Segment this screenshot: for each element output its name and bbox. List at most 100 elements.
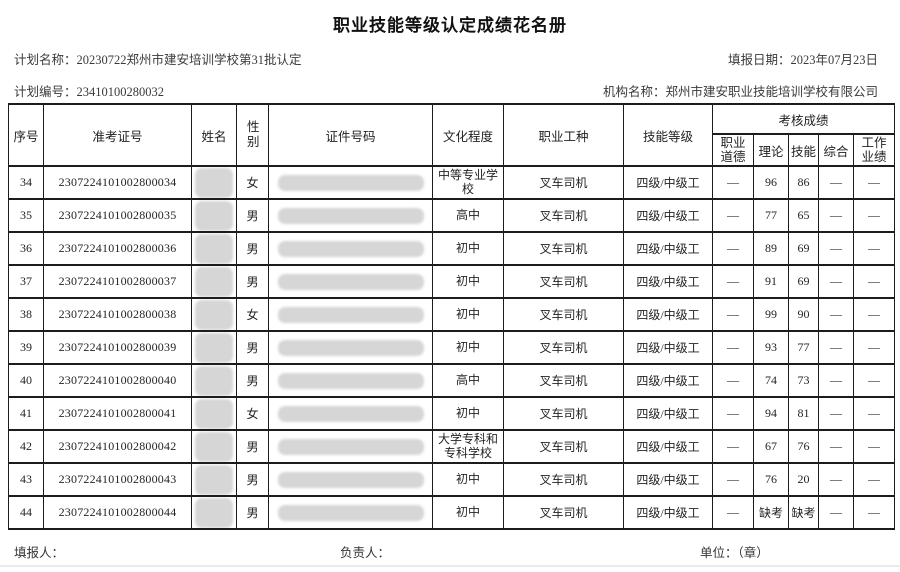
cell-occupation: 叉车司机 [503, 231, 624, 266]
table-row: 37 2307224101002800037 男初中 叉车司机 四级/中级工 —91 69—… [8, 264, 895, 299]
cell-id-no [268, 165, 433, 200]
cell-education: 初中 [432, 330, 504, 365]
org-name-value: 郑州市建安职业技能培训学校有限公司 [665, 85, 878, 99]
cell-score-work: — [853, 264, 895, 299]
cell-gender: 女 [236, 297, 269, 332]
cell-exam-no: 2307224101002800035 [43, 198, 192, 233]
redacted-id-blur [277, 339, 424, 356]
report-date-value: 2023年07月23日 [790, 53, 878, 67]
cell-seq: 39 [8, 330, 44, 365]
cell-score-ethics: — [712, 462, 754, 497]
cell-score-skill: 86 [788, 165, 819, 200]
cell-gender: 男 [236, 264, 269, 299]
cell-score-ethics: — [712, 231, 754, 266]
cell-id-no [268, 264, 433, 299]
cell-score-ethics: — [712, 429, 754, 464]
cell-score-theory: 93 [753, 330, 789, 365]
cell-score-work: — [853, 231, 895, 266]
cell-education: 大学专科和专科学校 [432, 429, 504, 464]
redacted-name-blur [195, 399, 233, 428]
plan-no-label: 计划编号： [14, 85, 77, 99]
meta-row-2: 计划编号：23410100280032 机构名称：郑州市建安职业技能培训学校有限… [0, 85, 900, 100]
plan-no-value: 23410100280032 [76, 85, 165, 99]
cell-score-skill: 76 [788, 429, 819, 464]
cell-score-ethics: — [712, 330, 754, 365]
cell-score-comprehensive: — [818, 330, 854, 365]
cell-education: 初中 [432, 297, 504, 332]
col-header-education: 文化程度 [432, 103, 504, 167]
redacted-name-blur [195, 168, 233, 197]
cell-gender: 女 [236, 396, 269, 431]
cell-skill-level: 四级/中级工 [623, 363, 713, 398]
table-row: 40 2307224101002800040 男高中 叉车司机 四级/中级工 —74 73—… [8, 363, 895, 398]
table-row: 38 2307224101002800038 女初中 叉车司机 四级/中级工 —99 90—… [8, 297, 895, 332]
cell-exam-no: 2307224101002800041 [43, 396, 192, 431]
cell-name [191, 495, 237, 530]
redacted-id-blur [277, 174, 424, 191]
unit-label: 单位：（章） [700, 546, 769, 560]
cell-score-ethics: — [712, 396, 754, 431]
table-row: 42 2307224101002800042 男 大学专科和专科学校 叉车司机 四级/中级… [8, 429, 895, 464]
cell-score-theory: 缺考 [753, 495, 789, 530]
cell-education: 初中 [432, 264, 504, 299]
cell-exam-no: 2307224101002800039 [43, 330, 192, 365]
table-body: 34 2307224101002800034 女中等专业学校 叉车司机 四级/中级工 —9… [8, 165, 895, 530]
page-title: 职业技能等级认定成绩花名册 [333, 16, 567, 35]
cell-seq: 34 [8, 165, 44, 200]
cell-score-skill: 69 [788, 264, 819, 299]
cell-occupation: 叉车司机 [503, 462, 624, 497]
col-header-scores-group: 考核成绩 [712, 103, 895, 135]
cell-gender: 男 [236, 198, 269, 233]
col-header-occupation: 职业工种 [503, 103, 624, 167]
page-bottom-edge [0, 565, 900, 567]
cell-name [191, 363, 237, 398]
cell-skill-level: 四级/中级工 [623, 495, 713, 530]
redacted-name-blur [195, 465, 233, 494]
cell-occupation: 叉车司机 [503, 264, 624, 299]
redacted-id-blur [277, 471, 424, 488]
cell-score-theory: 77 [753, 198, 789, 233]
cell-occupation: 叉车司机 [503, 297, 624, 332]
cell-education: 初中 [432, 396, 504, 431]
plan-name-label: 计划名称： [14, 53, 77, 67]
cell-id-no [268, 462, 433, 497]
cell-score-skill: 81 [788, 396, 819, 431]
cell-score-comprehensive: — [818, 429, 854, 464]
redacted-id-blur [277, 207, 424, 224]
cell-occupation: 叉车司机 [503, 429, 624, 464]
cell-skill-level: 四级/中级工 [623, 330, 713, 365]
cell-score-comprehensive: — [818, 198, 854, 233]
redacted-name-blur [195, 234, 233, 263]
cell-score-theory: 67 [753, 429, 789, 464]
cell-name [191, 297, 237, 332]
cell-name [191, 264, 237, 299]
cell-score-comprehensive: — [818, 297, 854, 332]
cell-education: 高中 [432, 198, 504, 233]
cell-score-work: — [853, 165, 895, 200]
cell-exam-no: 2307224101002800038 [43, 297, 192, 332]
cell-seq: 43 [8, 462, 44, 497]
cell-score-comprehensive: — [818, 363, 854, 398]
cell-score-work: — [853, 462, 895, 497]
plan-name-value: 20230722郑州市建安培训学校第31批认定 [76, 53, 302, 67]
col-header-score-skill: 技能 [788, 133, 819, 167]
cell-id-no [268, 396, 433, 431]
cell-score-ethics: — [712, 198, 754, 233]
cell-id-no [268, 330, 433, 365]
col-header-seq: 序号 [8, 103, 44, 167]
redacted-name-blur [195, 498, 233, 527]
cell-score-work: — [853, 297, 895, 332]
manager-label: 负责人： [340, 546, 391, 560]
cell-skill-level: 四级/中级工 [623, 198, 713, 233]
col-header-id-no: 证件号码 [268, 103, 433, 167]
org-name-label: 机构名称： [602, 85, 666, 99]
cell-education: 初中 [432, 495, 504, 530]
cell-score-theory: 94 [753, 396, 789, 431]
redacted-id-blur [277, 405, 424, 422]
report-date: 填报日期：2023年07月23日 [728, 53, 878, 68]
cell-score-work: — [853, 363, 895, 398]
plan-name: 计划名称：20230722郑州市建安培训学校第31批认定 [14, 53, 302, 68]
cell-score-ethics: — [712, 495, 754, 530]
col-header-gender: 性别 [236, 103, 269, 167]
col-header-score-work: 工作业绩 [853, 133, 895, 167]
